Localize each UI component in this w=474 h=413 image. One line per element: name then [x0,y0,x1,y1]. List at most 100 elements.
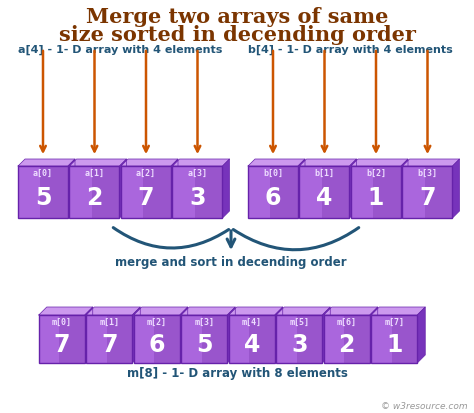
Text: 3: 3 [291,333,308,357]
Text: 5: 5 [35,186,51,210]
Bar [121,166,144,218]
Polygon shape [171,159,178,218]
Bar [322,166,349,218]
Text: size sorted in decending order: size sorted in decending order [59,25,415,45]
Bar [70,166,92,218]
Polygon shape [222,159,229,218]
Text: b[1]: b[1] [315,169,335,178]
Bar [324,315,370,363]
Polygon shape [324,307,378,315]
Bar [181,315,202,363]
Polygon shape [121,159,178,166]
Text: a[2]: a[2] [136,169,156,178]
Text: 7: 7 [101,333,118,357]
Text: m[4]: m[4] [242,318,262,327]
Bar [134,315,180,363]
Text: m[6]: m[6] [337,318,357,327]
Text: a[4] - 1- D array with 4 elements: a[4] - 1- D array with 4 elements [18,45,222,55]
Text: a[0]: a[0] [33,169,53,178]
Bar [18,166,40,218]
Text: m[1]: m[1] [99,318,119,327]
Polygon shape [417,307,425,363]
Text: 6: 6 [265,186,281,210]
Text: 7: 7 [54,333,70,357]
Bar [134,315,155,363]
Polygon shape [134,307,188,315]
Polygon shape [351,159,408,166]
Bar [59,315,85,363]
Bar [297,315,322,363]
Polygon shape [68,159,75,218]
Polygon shape [227,307,235,363]
Bar [107,315,132,363]
Bar [202,315,227,363]
Bar [121,166,171,218]
Bar [300,166,349,218]
Text: m[3]: m[3] [194,318,214,327]
Text: 7: 7 [419,186,436,210]
Text: 1: 1 [368,186,384,210]
Bar [371,315,392,363]
Text: b[0]: b[0] [263,169,283,178]
Bar [345,315,370,363]
Polygon shape [229,307,283,315]
Polygon shape [349,159,356,218]
Polygon shape [173,159,229,166]
Polygon shape [86,307,140,315]
Text: b[2]: b[2] [366,169,386,178]
Polygon shape [18,159,75,166]
Text: merge and sort in decending order: merge and sort in decending order [115,256,347,269]
Text: 4: 4 [316,186,333,210]
Bar [40,166,68,218]
Bar [300,166,322,218]
Polygon shape [85,307,93,363]
Bar [351,166,374,218]
Text: 2: 2 [338,333,355,357]
Bar [248,166,298,218]
Polygon shape [180,307,188,363]
Text: m[8] - 1- D array with 8 elements: m[8] - 1- D array with 8 elements [127,367,347,380]
Polygon shape [401,159,408,218]
Bar [155,315,180,363]
Bar [229,315,249,363]
Text: m[5]: m[5] [289,318,309,327]
Polygon shape [370,307,378,363]
Polygon shape [371,307,425,315]
Bar [195,166,222,218]
Bar [173,166,222,218]
Bar [351,166,401,218]
Bar [371,315,417,363]
Bar [324,315,345,363]
Bar [92,166,119,218]
Text: 4: 4 [244,333,260,357]
Polygon shape [322,307,330,363]
Polygon shape [275,307,283,363]
Text: m[0]: m[0] [52,318,72,327]
Bar [70,166,119,218]
Bar [144,166,171,218]
Bar [374,166,401,218]
Text: b[4] - 1- D array with 4 elements: b[4] - 1- D array with 4 elements [248,45,453,55]
Text: 6: 6 [148,333,165,357]
Polygon shape [248,159,305,166]
Bar [173,166,195,218]
Polygon shape [300,159,356,166]
Bar [249,315,275,363]
Text: 7: 7 [138,186,154,210]
Text: a[3]: a[3] [188,169,208,178]
Bar [18,166,68,218]
Polygon shape [276,307,330,315]
Bar [86,315,132,363]
Text: © w3resource.com: © w3resource.com [382,402,468,411]
Text: b[3]: b[3] [418,169,438,178]
Bar [86,315,107,363]
Bar [425,166,453,218]
Polygon shape [402,159,459,166]
Bar [39,315,85,363]
Bar [248,166,271,218]
Polygon shape [453,159,459,218]
Polygon shape [39,307,93,315]
Text: 1: 1 [386,333,402,357]
Bar [271,166,298,218]
Bar [276,315,322,363]
